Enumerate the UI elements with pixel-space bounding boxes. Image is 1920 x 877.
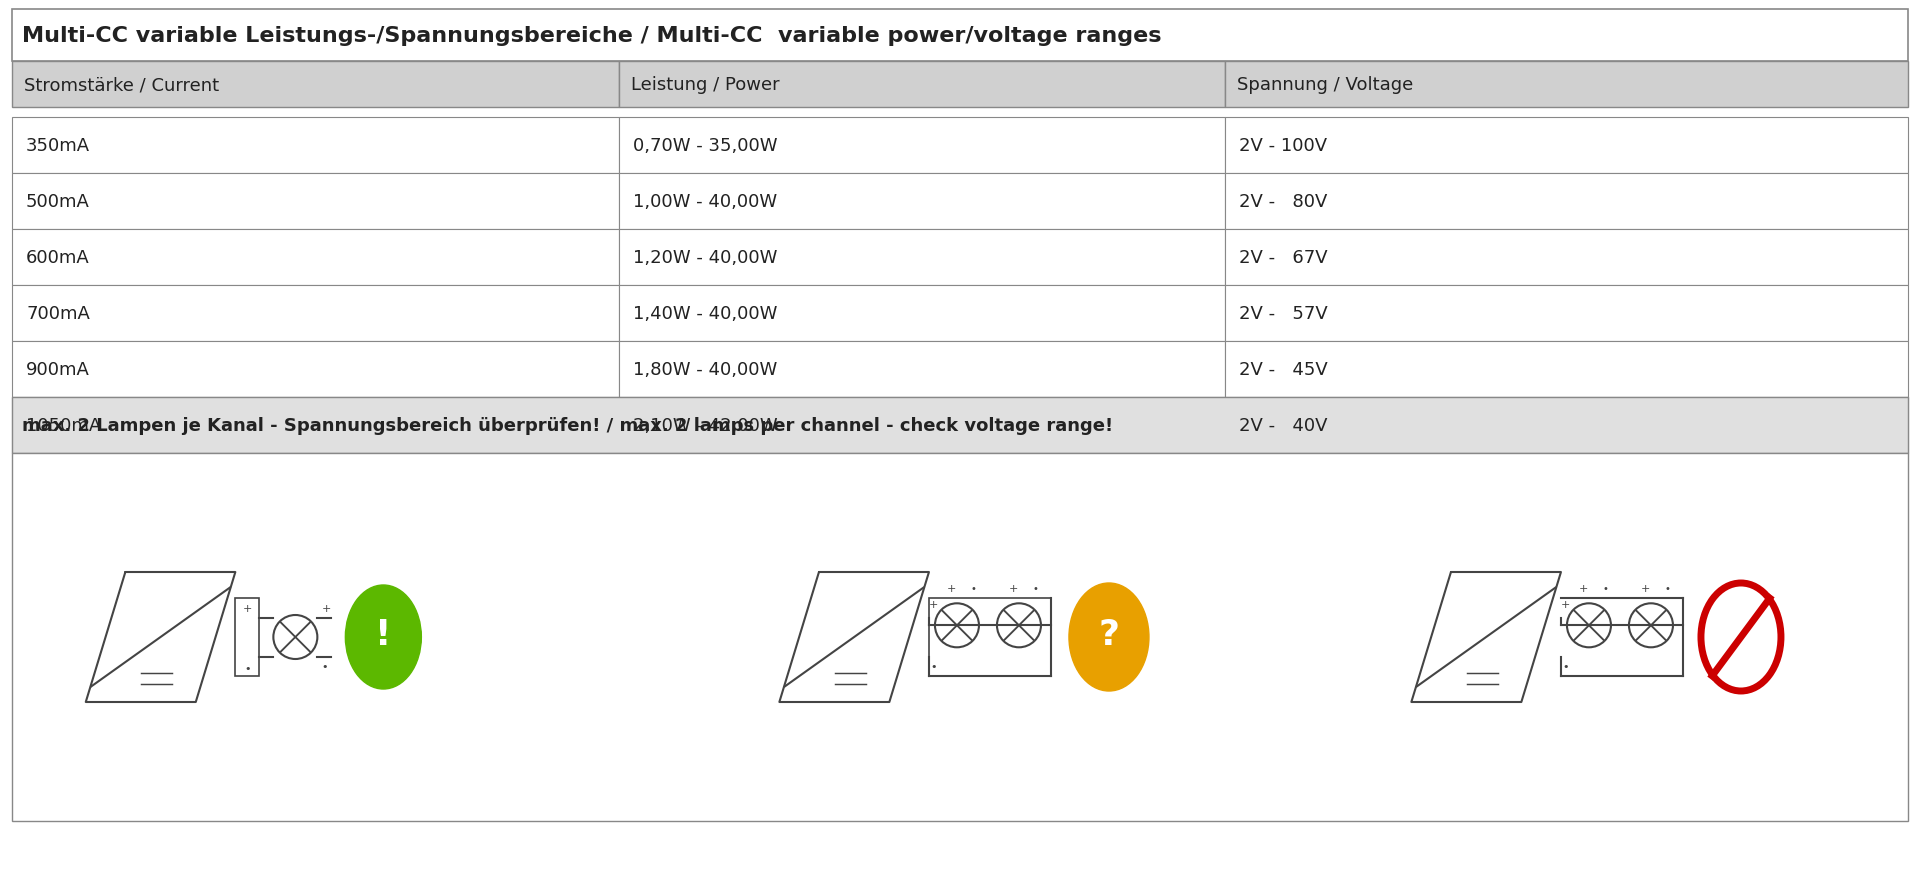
Text: Multi-CC variable Leistungs-/Spannungsbereiche / Multi-CC  variable power/voltag: Multi-CC variable Leistungs-/Spannungsbe… [21, 26, 1162, 46]
Ellipse shape [1701, 583, 1782, 691]
Text: Stromstärke / Current: Stromstärke / Current [23, 76, 219, 94]
Bar [12, 453, 1908, 821]
Text: •: • [970, 583, 975, 594]
Text: 2V -   80V: 2V - 80V [1240, 193, 1329, 210]
Bar [12, 118, 618, 174]
Text: •: • [1033, 583, 1039, 594]
Bar [236, 598, 259, 676]
Bar [1225, 286, 1908, 342]
Bar [618, 397, 1225, 453]
Bar [1225, 62, 1908, 108]
Bar [1225, 118, 1908, 174]
Text: +: + [1561, 600, 1571, 610]
Bar [618, 62, 1225, 108]
Bar [1225, 230, 1908, 286]
Text: +: + [1642, 583, 1651, 594]
Bar [12, 174, 618, 230]
Text: 2V -   57V: 2V - 57V [1240, 304, 1329, 323]
Text: 350mA: 350mA [27, 137, 90, 155]
Text: 2V -   67V: 2V - 67V [1240, 249, 1329, 267]
Bar [1225, 174, 1908, 230]
Text: ?: ? [1098, 617, 1119, 652]
Bar [1225, 342, 1908, 397]
Text: 700mA: 700mA [27, 304, 90, 323]
Text: 2V -   40V: 2V - 40V [1240, 417, 1329, 434]
Text: +: + [929, 600, 939, 610]
Bar [12, 62, 618, 108]
Text: +: + [242, 602, 252, 613]
Text: max. 2 Lampen je Kanal - Spannungsbereich überprüfen! / max. 2 lamps per channel: max. 2 Lampen je Kanal - Spannungsbereic… [21, 417, 1114, 434]
Text: 2,10W - 42,00W: 2,10W - 42,00W [634, 417, 778, 434]
Bar [12, 397, 1908, 453]
Bar [12, 10, 1908, 62]
Bar [12, 230, 618, 286]
Text: 500mA: 500mA [27, 193, 90, 210]
Text: !: ! [374, 617, 392, 652]
Ellipse shape [1069, 583, 1148, 691]
Text: •: • [321, 662, 328, 672]
Text: •: • [1601, 583, 1607, 594]
Bar [618, 118, 1225, 174]
Text: •: • [1665, 583, 1670, 594]
Bar [929, 598, 1050, 676]
Bar [1225, 397, 1908, 453]
Text: •: • [1563, 660, 1569, 671]
Text: 0,70W - 35,00W: 0,70W - 35,00W [634, 137, 778, 155]
Bar [618, 342, 1225, 397]
Text: 1,00W - 40,00W: 1,00W - 40,00W [634, 193, 778, 210]
Text: Spannung / Voltage: Spannung / Voltage [1238, 76, 1413, 94]
Bar [12, 342, 618, 397]
Text: •: • [244, 664, 252, 674]
Text: •: • [931, 660, 937, 671]
Text: 600mA: 600mA [27, 249, 90, 267]
Bar [12, 286, 618, 342]
Bar [618, 174, 1225, 230]
Text: 1050mA: 1050mA [27, 417, 102, 434]
Text: 1,20W - 40,00W: 1,20W - 40,00W [634, 249, 778, 267]
Bar [12, 397, 618, 453]
Text: Leistung / Power: Leistung / Power [630, 76, 780, 94]
Ellipse shape [346, 585, 420, 689]
Text: 2V -   45V: 2V - 45V [1240, 360, 1329, 379]
Text: 2V - 100V: 2V - 100V [1240, 137, 1327, 155]
Bar [618, 230, 1225, 286]
Bar [618, 286, 1225, 342]
Text: 1,80W - 40,00W: 1,80W - 40,00W [634, 360, 778, 379]
Text: 900mA: 900mA [27, 360, 90, 379]
Text: +: + [321, 602, 330, 613]
Text: +: + [947, 583, 956, 594]
Text: 1,40W - 40,00W: 1,40W - 40,00W [634, 304, 778, 323]
Text: +: + [1010, 583, 1020, 594]
Text: +: + [1580, 583, 1588, 594]
